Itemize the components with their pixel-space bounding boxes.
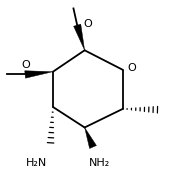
Text: O: O — [22, 60, 31, 70]
Text: H₂N: H₂N — [26, 158, 47, 168]
Text: O: O — [128, 63, 137, 73]
Text: methoxy: methoxy — [85, 7, 91, 8]
Polygon shape — [85, 127, 96, 149]
Text: methoxy: methoxy — [8, 64, 15, 65]
Text: methoxy: methoxy — [81, 7, 88, 8]
Text: O: O — [83, 19, 92, 29]
Polygon shape — [74, 24, 85, 50]
Polygon shape — [25, 71, 53, 78]
Text: NH₂: NH₂ — [89, 158, 110, 168]
